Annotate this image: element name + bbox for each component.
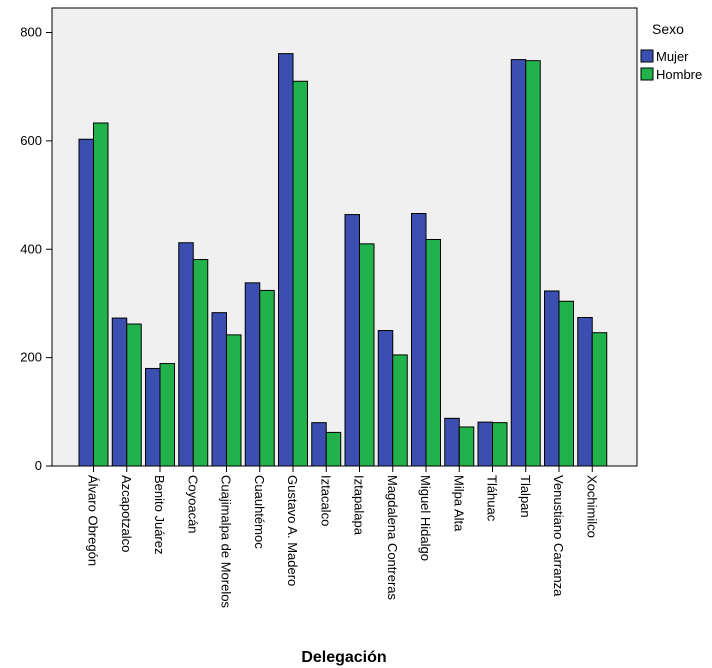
x-tick-label: Benito Juárez xyxy=(152,475,167,555)
bar-hombre xyxy=(292,80,308,467)
x-tick-label: Magdalena Contreras xyxy=(385,475,400,601)
bar-mujer xyxy=(444,417,460,467)
bar-mujer xyxy=(411,212,427,467)
x-tick-label: Iztacalco xyxy=(318,475,333,526)
legend-label-mujer: Mujer xyxy=(656,49,689,64)
x-tick-label: Cuajimalpa de Morelos xyxy=(219,475,234,608)
bar-hombre xyxy=(591,332,608,467)
x-tick-label: Xochimilco xyxy=(584,475,599,538)
bar-mujer xyxy=(244,282,261,467)
bar-hombre xyxy=(392,354,408,467)
bar-mujer xyxy=(78,138,94,467)
x-tick-label: Álvaro Obregón xyxy=(86,475,101,566)
bar-mujer xyxy=(311,422,327,467)
bar-hombre xyxy=(126,323,142,467)
bar-mujer xyxy=(145,367,161,467)
legend-swatch-hombre xyxy=(640,67,654,81)
x-tick-label: Coyoacán xyxy=(185,475,200,534)
bar-hombre xyxy=(458,426,475,467)
y-tick-label: 800 xyxy=(20,25,42,40)
bar-hombre xyxy=(226,334,242,467)
x-axis-title: Delegación xyxy=(301,649,386,666)
x-tick-label: Cuauhtémoc xyxy=(252,475,267,549)
bar-mujer xyxy=(510,59,527,467)
x-axis: Álvaro Obregón Azcapotzalco Benito Juárez C… xyxy=(86,466,599,608)
bar-hombre xyxy=(93,122,109,467)
bar-mujer xyxy=(344,214,360,467)
bar-mujer xyxy=(544,290,560,467)
x-tick-label: Tlalpan xyxy=(518,475,533,518)
legend-title: Sexo xyxy=(652,21,684,37)
bar-hombre xyxy=(558,300,574,467)
bar-hombre xyxy=(359,243,375,467)
bar-mujer xyxy=(577,317,593,467)
x-tick-label: Miguel Hidalgo xyxy=(418,475,433,561)
bar-mujer xyxy=(278,53,294,467)
bar-hombre xyxy=(425,238,441,467)
legend: Sexo Mujer Hombre xyxy=(640,21,702,82)
bar-mujer xyxy=(377,330,394,467)
bar-hombre xyxy=(192,259,209,467)
bar-mujer xyxy=(178,242,194,467)
y-tick-label: 600 xyxy=(20,133,42,148)
y-tick-label: 0 xyxy=(35,458,42,473)
bar-hombre xyxy=(325,431,342,467)
y-tick-label: 200 xyxy=(20,350,42,365)
x-tick-label: Gustavo A. Madero xyxy=(285,475,300,586)
bar-hombre xyxy=(259,289,275,467)
legend-label-hombre: Hombre xyxy=(656,67,702,82)
bar-mujer xyxy=(111,317,128,467)
y-axis: 0 200 400 600 800 xyxy=(20,25,52,473)
x-tick-label: Tláhuac xyxy=(485,475,500,522)
legend-swatch-mujer xyxy=(640,49,654,63)
y-tick-label: 400 xyxy=(20,241,42,256)
x-tick-label: Venustiano Carranza xyxy=(551,475,566,597)
bar-hombre xyxy=(525,60,541,467)
x-tick-label: Milpa Alta xyxy=(451,475,466,532)
bar-mujer xyxy=(477,421,493,467)
bar-mujer xyxy=(211,312,227,467)
bar-hombre xyxy=(159,363,175,467)
bar-hombre xyxy=(492,422,508,467)
x-tick-label: Azcapotzalco xyxy=(119,475,134,552)
x-tick-label: Iztapalapa xyxy=(352,475,367,536)
bars-group xyxy=(78,53,608,467)
